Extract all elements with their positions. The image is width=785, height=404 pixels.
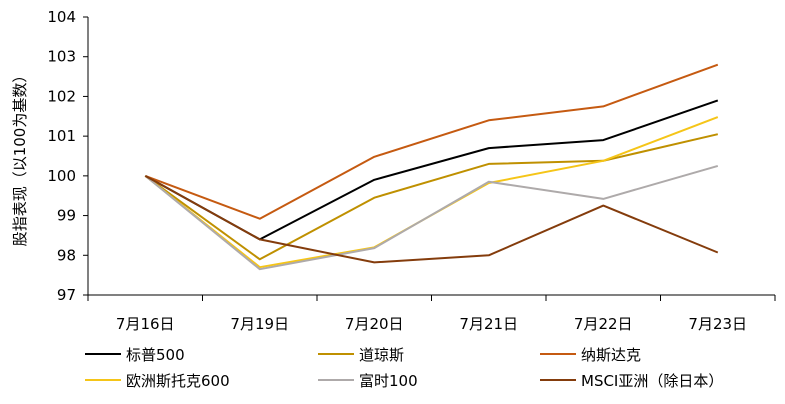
legend-label: 富时100 bbox=[359, 372, 418, 390]
y-tick-label: 98 bbox=[57, 246, 76, 264]
y-tick-label: 97 bbox=[57, 286, 76, 304]
x-tick-label: 7月23日 bbox=[688, 315, 747, 333]
y-tick-label: 101 bbox=[47, 127, 76, 145]
y-tick-label: 100 bbox=[47, 167, 76, 185]
plot-lines bbox=[144, 63, 719, 271]
x-tick-label: 7月19日 bbox=[230, 315, 289, 333]
series-line-5 bbox=[144, 164, 719, 271]
series-line-3 bbox=[144, 63, 719, 220]
legend-label: MSCI亚洲（除日本） bbox=[581, 372, 723, 390]
y-axis-label: 股指表现（以100为基数） bbox=[11, 68, 29, 247]
x-tick-labels: 7月16日 7月19日 7月20日 7月21日 7月22日 7月23日 bbox=[87, 295, 776, 333]
x-tick-label: 7月22日 bbox=[574, 315, 633, 333]
y-tick-labels: 97 98 99 100 101 102 103 104 bbox=[47, 8, 88, 304]
axes bbox=[87, 17, 775, 296]
x-tick-label: 7月16日 bbox=[116, 315, 175, 333]
series-line-6 bbox=[144, 175, 719, 264]
series-line-1 bbox=[144, 99, 719, 241]
y-tick-label: 102 bbox=[47, 87, 76, 105]
x-tick-label: 7月20日 bbox=[345, 315, 404, 333]
y-tick-label: 104 bbox=[47, 8, 76, 26]
y-tick-label: 103 bbox=[47, 48, 76, 66]
y-tick-label: 99 bbox=[57, 207, 76, 225]
legend-label: 道琼斯 bbox=[359, 346, 404, 364]
legend-label: 欧洲斯托克600 bbox=[126, 372, 230, 390]
legend-label: 纳斯达克 bbox=[581, 346, 641, 364]
x-tick-label: 7月21日 bbox=[459, 315, 518, 333]
series-line-2 bbox=[144, 133, 719, 261]
legend-label: 标普500 bbox=[126, 346, 185, 364]
